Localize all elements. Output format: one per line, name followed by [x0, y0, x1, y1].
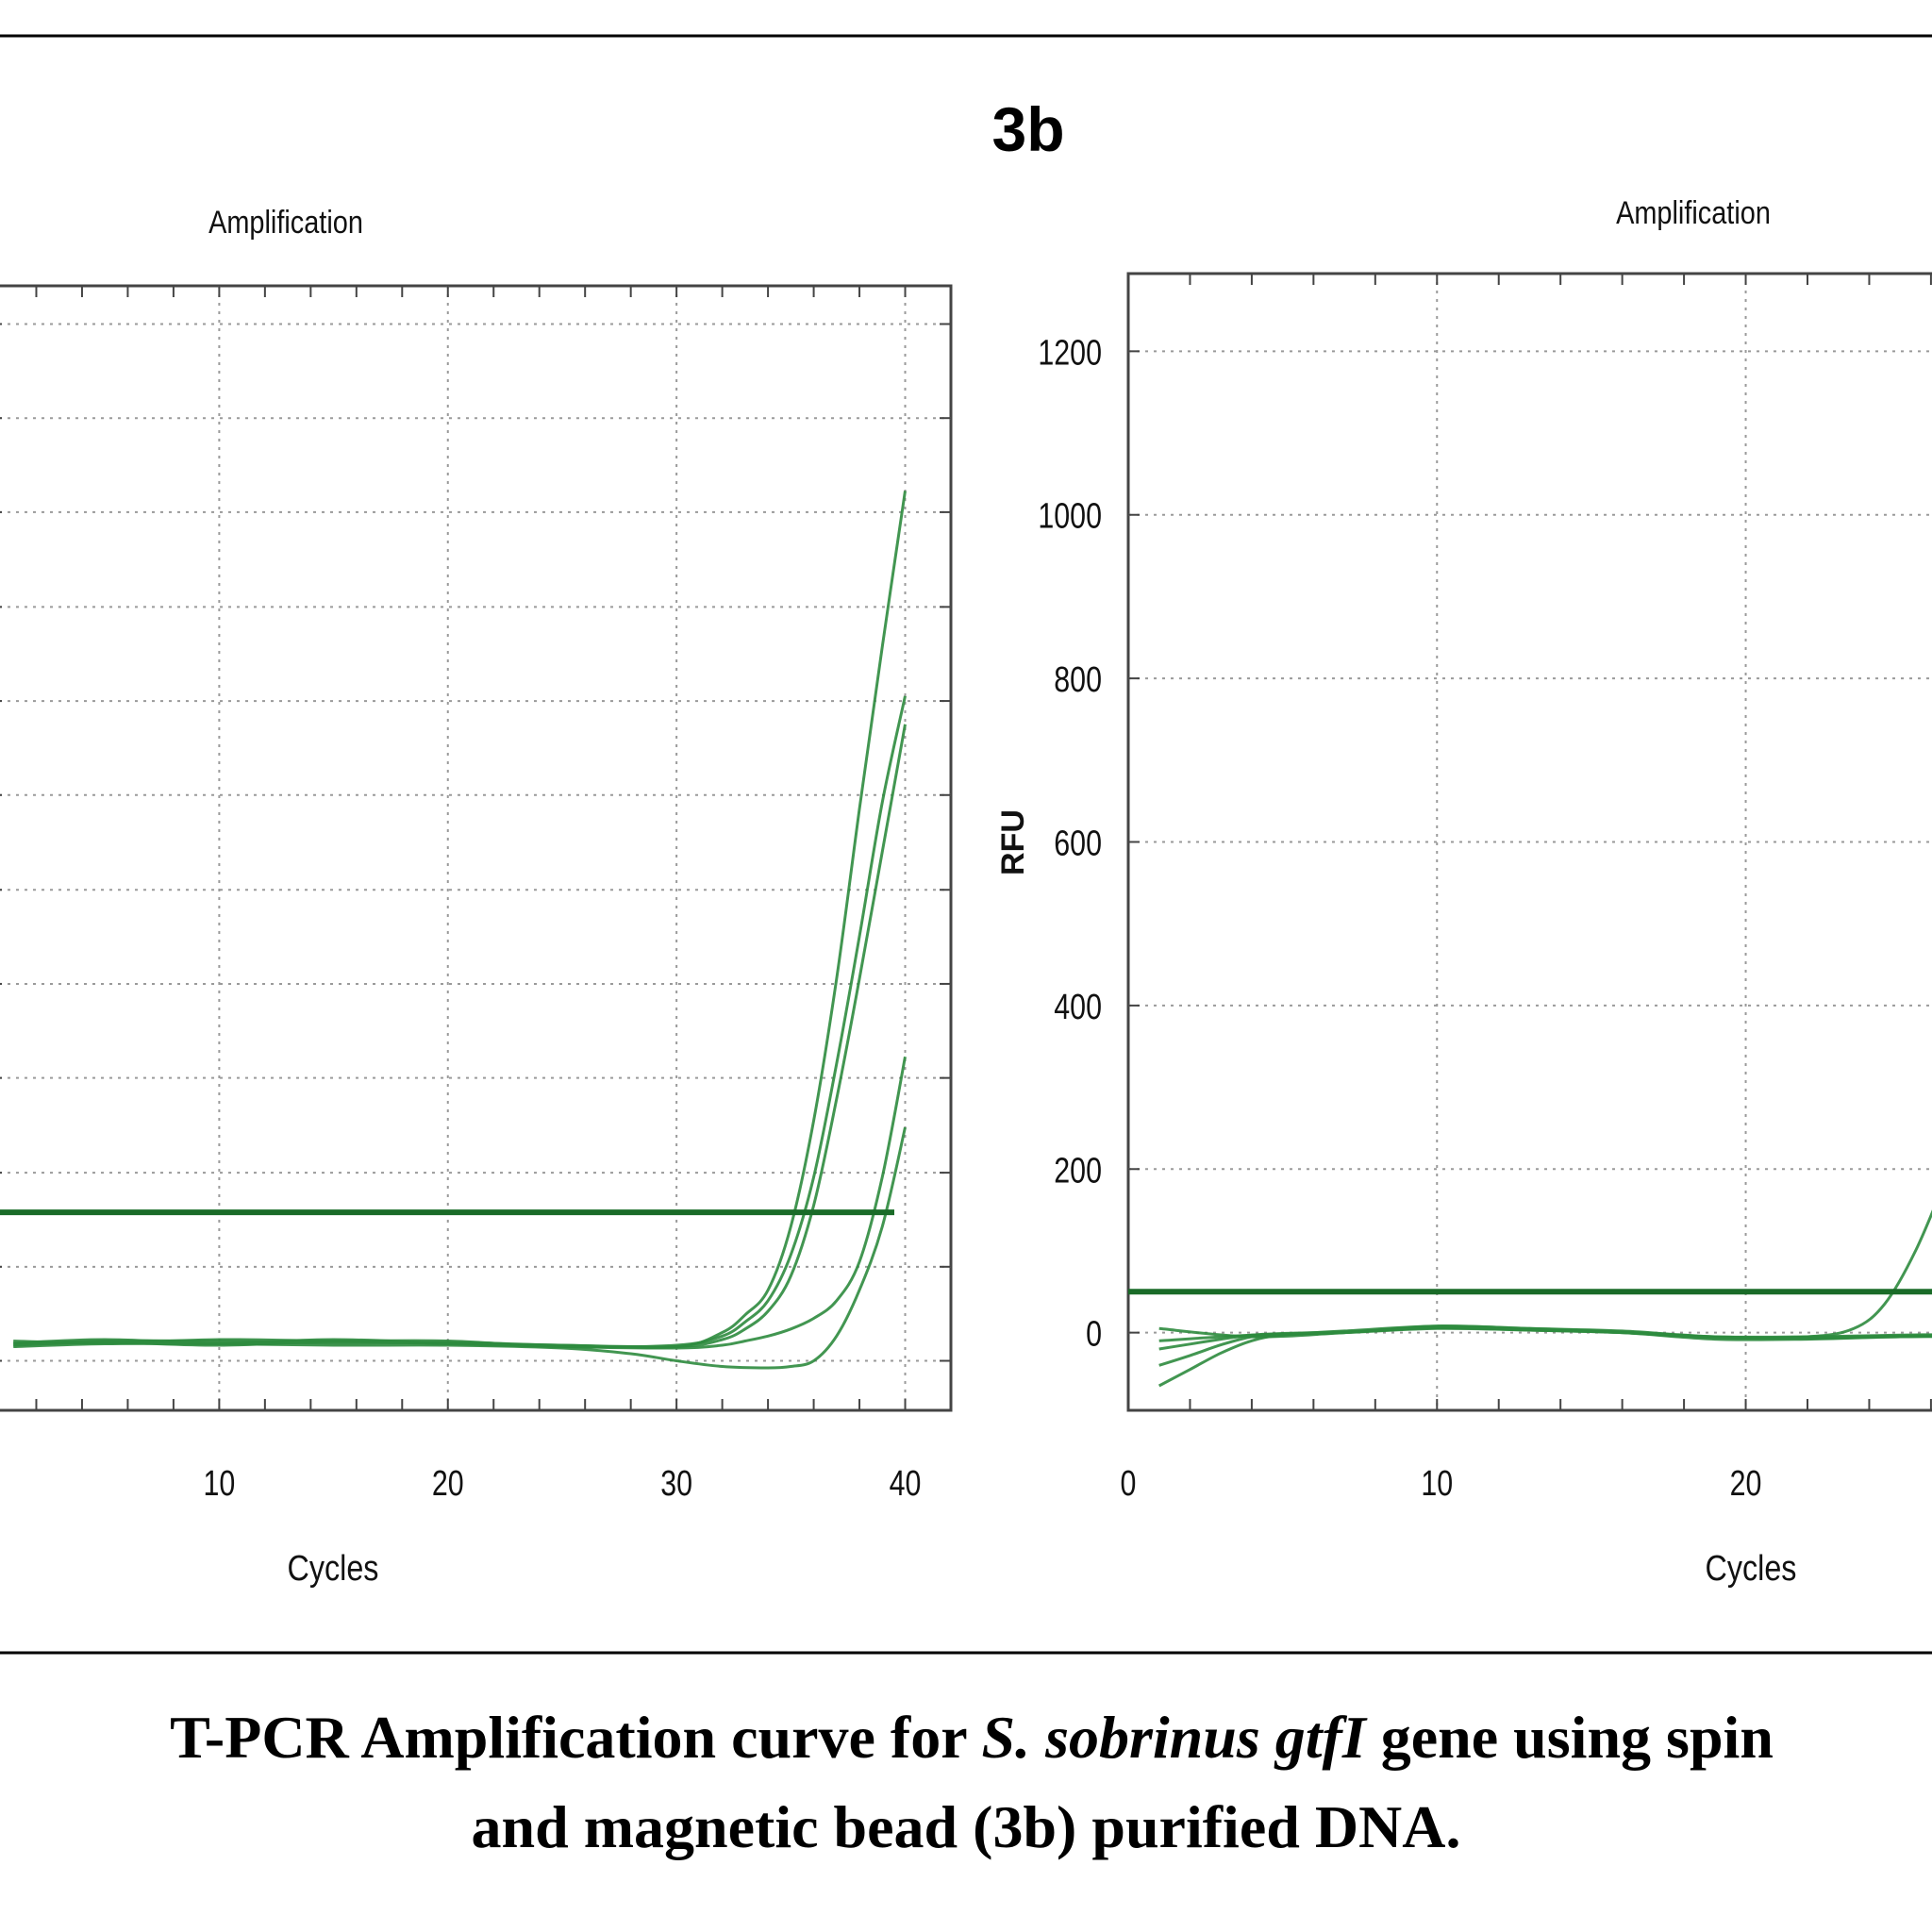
- y-tick-label: 600: [1054, 824, 1102, 863]
- axis-ticks: [0, 286, 951, 1410]
- x-tick-label: 10: [1421, 1464, 1453, 1504]
- caption-line-2: and magnetic bead (3b) purified DNA.: [471, 1793, 1461, 1860]
- amplification-curve: [13, 491, 907, 1349]
- y-tick-label: 1000: [1038, 497, 1102, 537]
- amplification-curve: [1158, 1209, 1932, 1340]
- amplification-curve: [1158, 1324, 1932, 1367]
- grid: [1128, 274, 1932, 1410]
- axis-ticks: [1128, 274, 1932, 1410]
- caption-gene: gtfI: [1274, 1704, 1366, 1771]
- x-tick-label: 0: [1121, 1464, 1137, 1504]
- x-tick-labels: 10 20 30 40: [203, 1464, 921, 1504]
- chart-title: Amplification: [208, 204, 363, 241]
- y-tick-label: 200: [1054, 1151, 1102, 1191]
- y-axis-label: RFU: [995, 809, 1031, 875]
- plot-frame: [0, 284, 953, 1412]
- x-tick-labels: 0 10 20: [1121, 1464, 1762, 1504]
- y-tick-labels: 0 200 400 600 800 1000 1200: [1038, 333, 1102, 1354]
- y-tick-label: 0: [1086, 1315, 1102, 1355]
- x-tick-label: 40: [890, 1464, 922, 1504]
- grid: [0, 286, 951, 1410]
- amplification-curve: [13, 1126, 907, 1370]
- caption-text: gene using spin: [1365, 1704, 1774, 1771]
- series-group: [13, 491, 907, 1370]
- caption-line-1: T-PCR Amplification curve for S. sobrinu…: [0, 1703, 1932, 1773]
- caption-text: T-PCR Amplification curve for: [170, 1704, 982, 1771]
- amplification-curve: [13, 724, 907, 1349]
- y-tick-label: 1200: [1038, 333, 1102, 373]
- x-tick-label: 20: [1730, 1464, 1762, 1504]
- y-tick-label: 800: [1054, 660, 1102, 700]
- caption-space: [1260, 1704, 1275, 1771]
- x-tick-label: 20: [432, 1464, 464, 1504]
- x-axis-label: Cycles: [288, 1549, 379, 1589]
- amplification-curve: [13, 695, 907, 1349]
- x-tick-label: 10: [203, 1464, 235, 1504]
- amplification-curve: [1158, 1325, 1932, 1351]
- series-group: [1158, 1209, 1932, 1388]
- x-axis-label: Cycles: [1706, 1549, 1797, 1589]
- x-tick-label: 30: [660, 1464, 692, 1504]
- amplification-curve: [13, 1056, 907, 1350]
- panel-label: 3b: [991, 94, 1064, 164]
- amplification-chart-right: Amplification 0 10 20 0 200 400 600 800 1000 120…: [995, 194, 1932, 1589]
- caption-species: S. sobrinus: [981, 1704, 1260, 1771]
- y-tick-label: 400: [1054, 988, 1102, 1027]
- amplification-chart-left: Amplification 10 20 30 40 Cycles: [0, 204, 953, 1589]
- chart-title: Amplification: [1616, 194, 1771, 231]
